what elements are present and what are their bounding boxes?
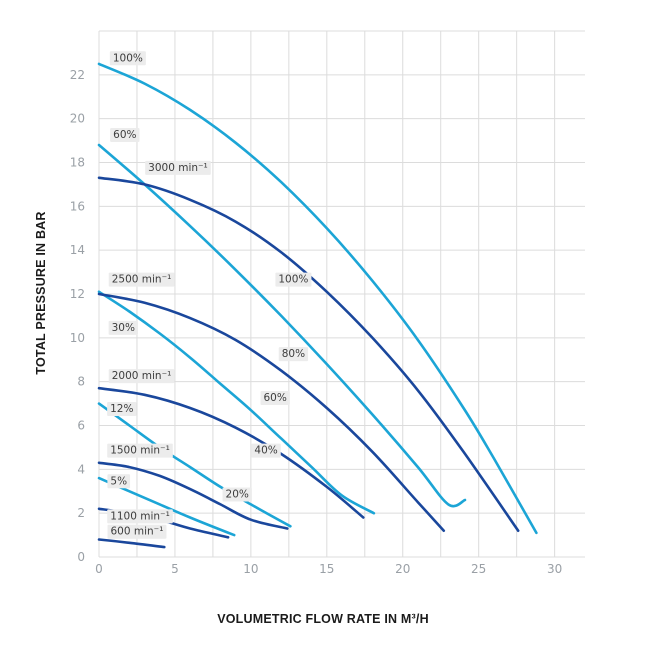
- y-tick-label: 20: [70, 112, 85, 126]
- curve-opening-3: [97, 402, 292, 528]
- performance-curves: [97, 62, 538, 549]
- curve-label: 3000 min⁻¹: [145, 160, 211, 175]
- curve-label-background: [107, 443, 173, 458]
- curve-label: 100%: [109, 51, 146, 66]
- curve-speed-5: [97, 176, 520, 532]
- curve-label-text: 40%: [254, 445, 277, 457]
- curve-label-text: 1500 min⁻¹: [110, 445, 170, 457]
- curve-label-background: [145, 160, 211, 175]
- y-tick-label: 4: [77, 462, 85, 476]
- curve-speed-6: [97, 292, 446, 532]
- x-tick-label: 15: [319, 562, 334, 576]
- curve-label-background: [278, 347, 309, 362]
- y-tick-label: 12: [70, 287, 85, 301]
- y-tick-label: 6: [77, 419, 85, 433]
- curve-label: 40%: [251, 443, 281, 458]
- curve-label-text: 80%: [282, 348, 305, 360]
- curve-label-text: 2500 min⁻¹: [112, 274, 172, 286]
- y-tick-label: 0: [77, 550, 85, 564]
- x-tick-label: 10: [243, 562, 258, 576]
- curve-label-background: [275, 272, 312, 287]
- curve-label-background: [108, 272, 175, 287]
- curve-label-text: 600 min⁻¹: [111, 526, 164, 538]
- curve-label: 12%: [107, 401, 137, 416]
- curve-label-background: [109, 51, 146, 66]
- y-tick-label: 8: [77, 375, 85, 389]
- curve-speed-7: [97, 386, 365, 519]
- y-tick-label: 18: [70, 156, 85, 170]
- curve-label-background: [107, 524, 167, 539]
- y-tick-label: 2: [77, 506, 85, 520]
- curve-label: 80%: [278, 347, 309, 362]
- x-tick-label: 5: [171, 562, 179, 576]
- curve-label: 60%: [260, 391, 290, 406]
- curve-label: 1100 min⁻¹: [107, 509, 173, 524]
- curve-label-text: 1100 min⁻¹: [110, 510, 170, 522]
- curve-speed-8: [97, 461, 289, 530]
- x-axis-title: VOLUMETRIC FLOW RATE IN M³/H: [217, 612, 429, 626]
- curve-label-text: 30%: [112, 322, 135, 334]
- x-tick-label: 0: [95, 562, 103, 576]
- curve-label-background: [107, 401, 137, 416]
- curve-label-text: 60%: [113, 129, 136, 141]
- curve-opening-2: [97, 290, 376, 515]
- curve-label-background: [107, 474, 131, 489]
- x-tick-label: 20: [395, 562, 410, 576]
- curve-labels: 100% 60% 3000 min⁻¹ 2500 min⁻¹ 30% 2000 min⁻¹…: [107, 51, 312, 539]
- grid: [98, 30, 585, 558]
- y-axis-ticks: 0 2 4 6 8 10 12 14 16 18 20 22: [70, 68, 85, 564]
- curve-label-text: 60%: [264, 392, 287, 404]
- y-axis-title: TOTAL PRESSURE IN BAR: [34, 211, 48, 375]
- curve-label: 20%: [222, 487, 252, 502]
- curve-label: 2500 min⁻¹: [108, 272, 175, 287]
- curve-label: 30%: [108, 320, 138, 335]
- x-axis-ticks: 0 5 10 15 20 25 30: [95, 562, 562, 576]
- curve-label-background: [108, 369, 175, 384]
- curve-label-text: 12%: [110, 403, 133, 415]
- curve-label: 2000 min⁻¹: [108, 369, 175, 384]
- curve-label: 600 min⁻¹: [107, 524, 167, 539]
- y-tick-label: 10: [70, 331, 85, 345]
- curve-label-text: 20%: [226, 488, 249, 500]
- curve-label-text: 2000 min⁻¹: [112, 370, 172, 382]
- y-tick-label: 16: [70, 199, 85, 213]
- x-tick-label: 30: [547, 562, 562, 576]
- curve-label-background: [251, 443, 281, 458]
- curve-label: 100%: [275, 272, 312, 287]
- curve-label: 60%: [110, 128, 140, 143]
- curve-speed-10: [97, 538, 166, 549]
- curve-label-text: 100%: [113, 52, 143, 64]
- curve-label-background: [222, 487, 252, 502]
- curve-label-background: [260, 391, 290, 406]
- curve-opening-1: [97, 143, 467, 508]
- x-tick-label: 25: [471, 562, 486, 576]
- curve-label-background: [107, 509, 173, 524]
- curve-opening-0: [97, 62, 538, 535]
- curve-label-background: [108, 320, 138, 335]
- y-tick-label: 22: [70, 68, 85, 82]
- curve-label-text: 100%: [278, 274, 308, 286]
- curve-label: 5%: [107, 474, 131, 489]
- curve-label-text: 3000 min⁻¹: [148, 162, 208, 174]
- y-tick-label: 14: [70, 243, 85, 257]
- curve-label: 1500 min⁻¹: [107, 443, 173, 458]
- curve-label-text: 5%: [110, 475, 127, 487]
- curve-label-background: [110, 128, 140, 143]
